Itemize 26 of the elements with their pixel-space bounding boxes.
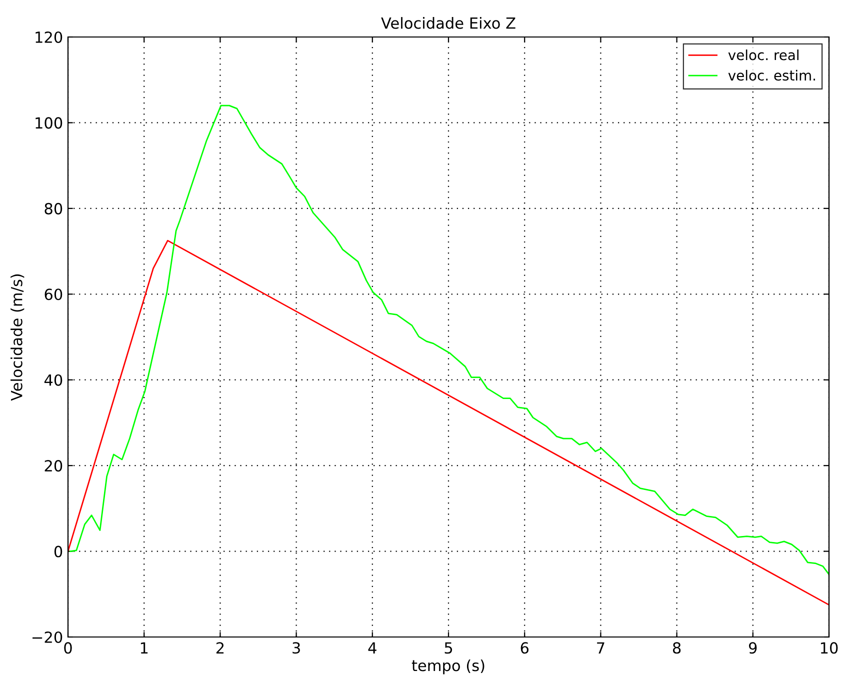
y-tick-label: 20 — [44, 460, 62, 472]
x-tick-label: 5 — [444, 642, 452, 654]
y-axis-title: Velocidade (m/s) — [10, 274, 24, 401]
line-series — [70, 104, 829, 576]
x-tick-label: 10 — [820, 642, 838, 654]
line-series — [68, 240, 829, 606]
y-tick-label: 80 — [44, 202, 62, 214]
chart-title: Velocidade Eixo Z — [381, 17, 516, 29]
y-tick-label: −20 — [32, 631, 62, 644]
legend-label: veloc. estim. — [728, 70, 816, 81]
x-axis-title: tempo (s) — [412, 659, 484, 674]
x-tick-label: 3 — [292, 642, 300, 654]
y-tick-label: 40 — [44, 374, 62, 386]
x-tick-label: 7 — [597, 642, 604, 654]
y-tick-label: 100 — [36, 117, 62, 129]
x-tick-label: 9 — [749, 642, 757, 654]
x-tick-label: 1 — [140, 642, 148, 654]
y-tick-label: 120 — [36, 31, 62, 44]
y-tick-label: 0 — [54, 546, 62, 558]
x-tick-label: 8 — [672, 642, 681, 654]
x-tick-label: 2 — [216, 642, 224, 654]
y-tick-label: 60 — [44, 288, 62, 300]
x-tick-label: 4 — [368, 642, 376, 654]
legend-label: veloc. real — [728, 50, 798, 60]
x-tick-label: 6 — [520, 642, 528, 654]
x-tick-label: 0 — [64, 642, 72, 654]
